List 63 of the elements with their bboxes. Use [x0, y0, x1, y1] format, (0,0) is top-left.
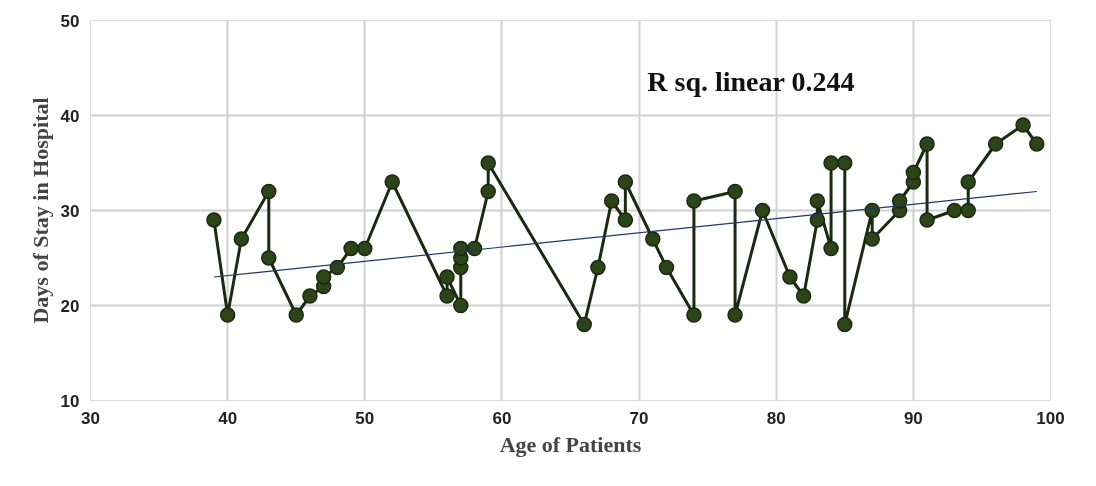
- point: [603, 193, 620, 209]
- point: [658, 259, 675, 276]
- point: [823, 155, 839, 171]
- point: [891, 193, 908, 209]
- point: [219, 307, 236, 323]
- point: [480, 183, 496, 200]
- x-tick-label: 30: [81, 408, 100, 428]
- point: [315, 269, 332, 285]
- point: [727, 183, 743, 200]
- point: [439, 288, 455, 304]
- point: [1029, 136, 1045, 152]
- x-tick-label: 90: [903, 408, 923, 428]
- point: [795, 288, 812, 304]
- y-tick-label: 30: [60, 201, 80, 221]
- point: [480, 155, 496, 171]
- point: [261, 250, 277, 266]
- point: [384, 174, 400, 190]
- point: [686, 193, 702, 209]
- point: [261, 183, 277, 200]
- point: [453, 297, 469, 314]
- point: [809, 212, 826, 228]
- x-tick-label: 70: [629, 408, 649, 428]
- point: [576, 316, 592, 333]
- point: [686, 307, 702, 323]
- point: [590, 259, 606, 276]
- point: [809, 193, 826, 209]
- y-tick-label: 40: [60, 106, 80, 126]
- point: [837, 155, 853, 171]
- y-tick-label: 50: [60, 11, 80, 31]
- point: [905, 164, 922, 181]
- point: [645, 231, 661, 247]
- point: [919, 212, 935, 228]
- point: [946, 202, 963, 219]
- point: [837, 316, 853, 333]
- point: [288, 307, 304, 323]
- y-tick-label: 10: [60, 391, 80, 411]
- point: [960, 202, 976, 219]
- x-tick-label: 100: [1036, 408, 1065, 428]
- x-axis-title: Age of Patients: [499, 431, 642, 457]
- y-axis-title: Days of Stay in Hospital: [27, 97, 53, 324]
- point: [960, 174, 976, 190]
- x-tick-label: 60: [492, 408, 512, 428]
- y-tick-label: 20: [60, 296, 80, 316]
- point: [617, 212, 634, 228]
- point: [343, 240, 359, 257]
- point: [302, 288, 318, 304]
- x-tick-label: 40: [218, 408, 238, 428]
- point: [864, 231, 880, 247]
- point: [987, 136, 1004, 152]
- annotation: R sq. linear 0.244: [647, 65, 855, 97]
- point: [919, 136, 935, 152]
- point: [439, 269, 455, 285]
- point: [357, 240, 373, 257]
- point: [1015, 117, 1031, 133]
- point: [823, 240, 839, 257]
- point: [233, 231, 250, 247]
- x-tick-label: 80: [766, 408, 786, 428]
- point: [754, 202, 771, 219]
- point: [727, 307, 743, 323]
- point: [782, 269, 798, 285]
- point: [206, 212, 222, 228]
- x-tick-label: 50: [355, 408, 375, 428]
- point: [617, 174, 634, 190]
